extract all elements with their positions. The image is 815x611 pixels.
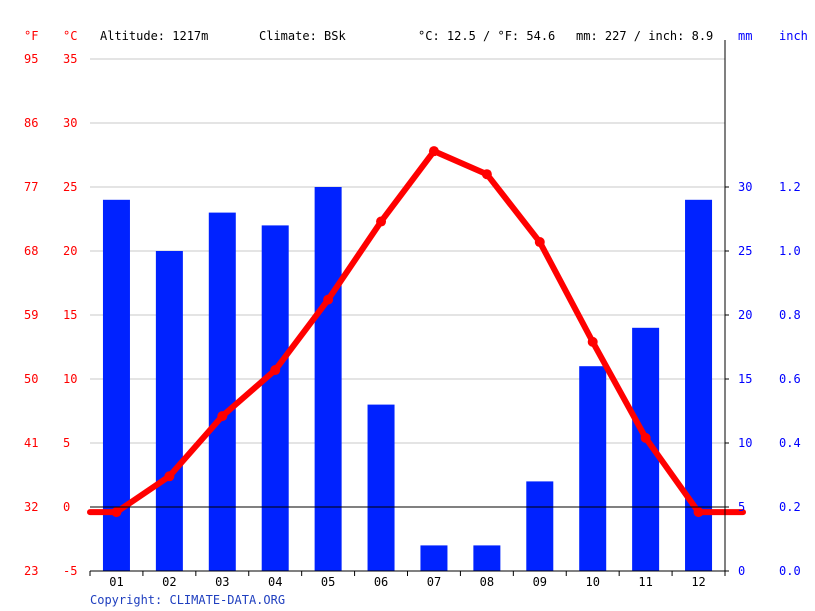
mm-tick-label: 5 [738,500,745,514]
grid-lines [90,58,725,572]
inch-tick-label: 0.4 [779,436,801,450]
temperature-point [217,411,228,422]
temperature-point [323,294,334,305]
celsius-tick-label: 10 [63,372,77,386]
climate-label: Climate: BSk [259,29,346,43]
precipitation-bar [261,225,289,571]
temperature-point [534,237,545,248]
temperature-point [587,336,598,347]
celsius-tick-label: 30 [63,116,77,130]
inch-tick-label: 0.2 [779,500,801,514]
temperature-point [640,432,651,443]
inch-unit-label: inch [779,29,808,43]
precipitation-bar [420,545,448,571]
celsius-tick-label: 0 [63,500,70,514]
temperature-point [376,216,387,227]
mm-tick-label: 0 [738,564,745,578]
fahrenheit-unit-label: °F [24,29,38,43]
celsius-tick-label: 35 [63,52,77,66]
celsius-tick-label: 5 [63,436,70,450]
temperature-point [164,471,175,482]
mm-tick-label: 30 [738,180,752,194]
precipitation-bar [314,187,342,571]
precipitation-bar [579,366,607,571]
inch-tick-label: 1.2 [779,180,801,194]
temperature-line [87,146,746,518]
inch-tick-label: 0.8 [779,308,801,322]
temperature-point [428,146,439,157]
mm-tick-label: 15 [738,372,752,386]
copyright-text: Copyright: CLIMATE-DATA.ORG [90,593,285,607]
altitude-label: Altitude: 1217m [100,29,208,43]
precipitation-bar [526,481,554,571]
month-label: 09 [533,575,547,589]
fahrenheit-tick-label: 23 [24,564,38,578]
month-label: 12 [691,575,705,589]
temperature-point [693,507,704,518]
precipitation-bar [155,251,183,571]
month-label: 05 [321,575,335,589]
fahrenheit-tick-label: 77 [24,180,38,194]
inch-tick-label: 1.0 [779,244,801,258]
mm-tick-label: 25 [738,244,752,258]
mm-tick-label: 10 [738,436,752,450]
month-label: 08 [480,575,494,589]
mm-unit-label: mm [738,29,752,43]
precipitation-bar [473,545,501,571]
celsius-tick-label: 25 [63,180,77,194]
month-label: 06 [374,575,388,589]
precipitation-bar [208,212,236,571]
celsius-tick-label: 15 [63,308,77,322]
inch-tick-label: 0.0 [779,564,801,578]
temperature-point [111,507,122,518]
axes [89,40,729,576]
inch-tick-label: 0.6 [779,372,801,386]
temperature-point [481,169,492,180]
month-label: 07 [427,575,441,589]
celsius-tick-label: 20 [63,244,77,258]
month-label: 01 [109,575,123,589]
mm-tick-label: 20 [738,308,752,322]
month-label: 10 [585,575,599,589]
fahrenheit-tick-label: 59 [24,308,38,322]
fahrenheit-tick-label: 68 [24,244,38,258]
month-label: 11 [638,575,652,589]
fahrenheit-tick-label: 50 [24,372,38,386]
fahrenheit-tick-label: 86 [24,116,38,130]
precipitation-bar [367,404,395,571]
temperature-line-path [87,148,746,516]
fahrenheit-tick-label: 95 [24,52,38,66]
month-label: 02 [162,575,176,589]
celsius-unit-label: °C [63,29,77,43]
precipitation-total-label: mm: 227 / inch: 8.9 [576,29,713,43]
month-label: 04 [268,575,282,589]
celsius-tick-label: -5 [63,564,77,578]
fahrenheit-tick-label: 32 [24,500,38,514]
fahrenheit-tick-label: 41 [24,436,38,450]
month-label: 03 [215,575,229,589]
temperature-point [270,365,281,376]
temperature-average-label: °C: 12.5 / °F: 54.6 [418,29,555,43]
